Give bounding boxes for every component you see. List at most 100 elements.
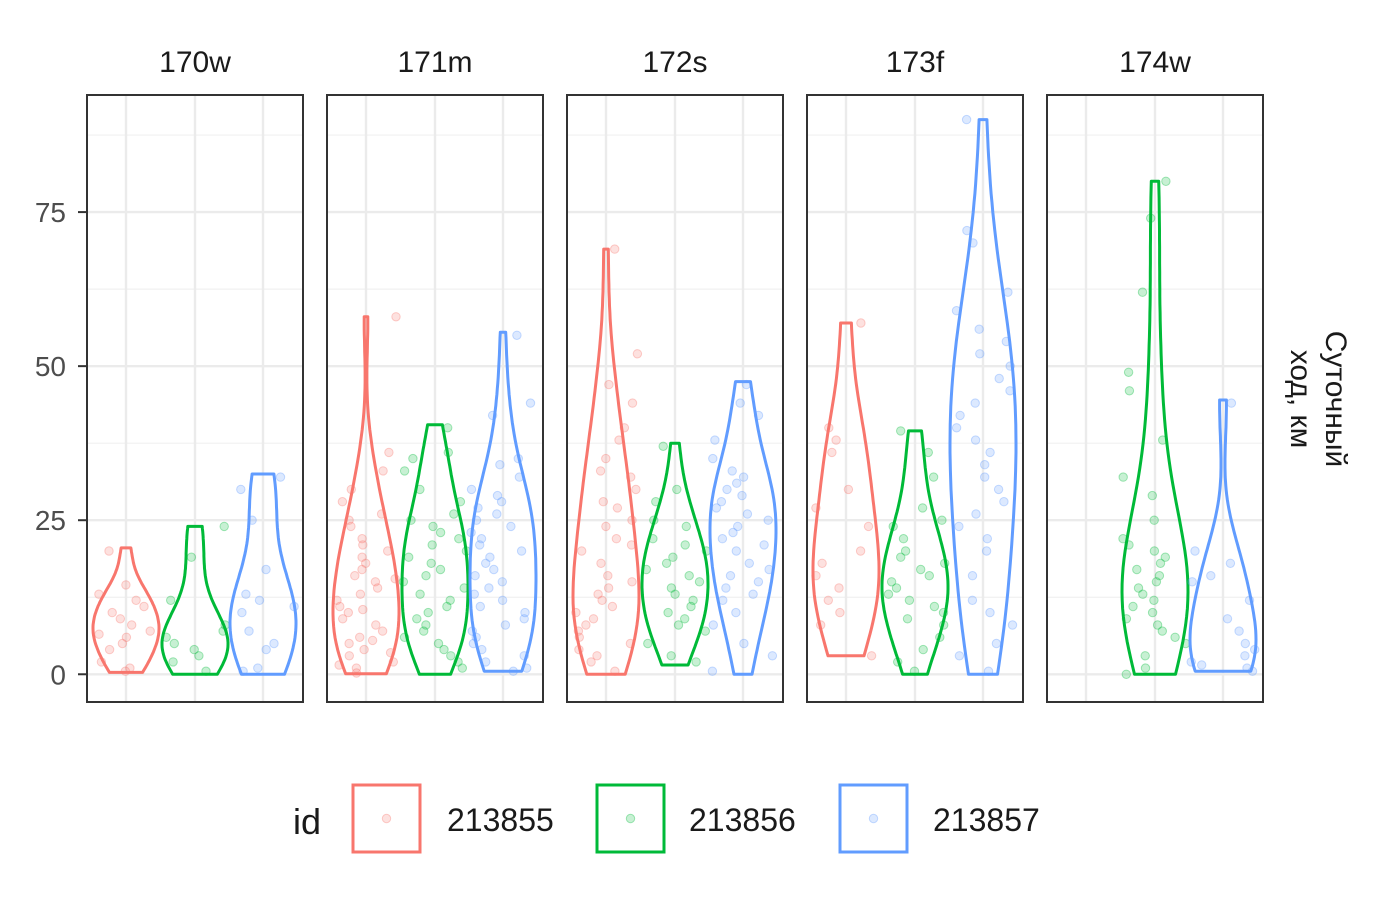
data-point — [1132, 564, 1142, 575]
series-213855-173f — [811, 318, 881, 661]
legend-item-213855: 213855 — [351, 783, 554, 854]
data-point — [1152, 620, 1163, 630]
data-point — [831, 435, 841, 445]
data-point — [666, 583, 677, 593]
panel-border — [1046, 94, 1264, 703]
violin-213857 — [228, 472, 298, 676]
data-point — [485, 552, 495, 562]
data-point — [442, 601, 452, 612]
data-point — [1187, 577, 1197, 587]
legend: id 213855 213856 213857 — [293, 783, 1040, 854]
data-point — [497, 577, 507, 587]
data-point — [367, 635, 378, 646]
data-point — [896, 426, 906, 436]
data-point — [338, 614, 348, 624]
data-point — [883, 589, 894, 599]
data-point — [970, 398, 980, 408]
data-point — [497, 595, 508, 605]
data-point — [581, 620, 591, 630]
data-point — [643, 638, 653, 649]
data-point — [717, 534, 728, 544]
data-point — [598, 497, 608, 507]
data-point — [974, 324, 984, 334]
data-point — [1123, 367, 1134, 377]
data-point — [189, 644, 199, 655]
data-point — [588, 614, 599, 624]
data-point — [586, 657, 596, 667]
data-point — [684, 571, 694, 581]
data-point — [121, 632, 132, 642]
data-point — [489, 564, 499, 575]
data-point — [632, 349, 643, 359]
data-point — [516, 546, 527, 556]
data-point — [219, 521, 229, 532]
data-point — [727, 466, 737, 476]
data-point — [1007, 620, 1018, 630]
violin-213855 — [331, 315, 401, 676]
data-point — [412, 614, 422, 624]
data-point — [384, 447, 394, 458]
data-point — [1234, 626, 1244, 636]
data-point — [1155, 558, 1166, 568]
data-point — [985, 447, 995, 458]
data-point — [359, 644, 369, 655]
data-point — [735, 398, 745, 408]
data-point — [357, 564, 367, 575]
data-point — [924, 571, 934, 581]
data-point — [708, 620, 718, 630]
data-point — [166, 595, 176, 605]
data-point — [866, 651, 877, 661]
data-point — [663, 607, 673, 618]
data-point — [357, 552, 367, 562]
series-213856-173f — [880, 426, 950, 676]
data-point — [680, 614, 690, 624]
data-point — [823, 595, 833, 605]
data-point — [253, 663, 263, 673]
data-point — [481, 558, 491, 568]
data-point — [708, 453, 718, 464]
series-213857-172s — [707, 379, 778, 676]
data-point — [237, 607, 247, 618]
data-point — [1121, 669, 1132, 679]
data-point — [975, 349, 985, 359]
y-tick-label-25: 25 — [35, 505, 66, 536]
data-point — [971, 509, 981, 519]
data-point — [673, 620, 684, 630]
data-point — [1190, 546, 1200, 556]
data-point — [863, 521, 874, 532]
data-point — [843, 484, 854, 495]
data-point — [427, 540, 437, 550]
data-point — [1140, 651, 1150, 661]
violin-213856 — [160, 524, 230, 676]
data-point — [937, 515, 947, 525]
data-point — [994, 373, 1004, 384]
series-213857-173f — [948, 114, 1018, 676]
data-point — [370, 577, 381, 587]
data-point — [982, 534, 992, 544]
data-point — [1133, 583, 1144, 593]
data-point — [343, 607, 353, 618]
data-point — [691, 657, 701, 667]
data-point — [601, 521, 611, 532]
data-point — [169, 638, 180, 649]
data-point — [428, 521, 438, 532]
y-tick-label-75: 75 — [35, 197, 66, 228]
data-point — [1128, 601, 1138, 612]
data-point — [115, 614, 126, 624]
data-point — [355, 632, 365, 642]
data-point — [470, 571, 480, 581]
data-point — [457, 663, 467, 673]
data-point — [917, 503, 928, 513]
data-point — [104, 644, 115, 655]
series-213856-171m — [398, 423, 472, 676]
data-point — [1147, 607, 1158, 618]
violin-213856 — [400, 423, 470, 676]
data-point — [896, 552, 906, 562]
data-point — [748, 589, 758, 599]
legend-key-box — [595, 783, 666, 854]
data-point — [999, 497, 1009, 507]
facet-title-170w: 170w — [159, 46, 231, 79]
data-point — [902, 614, 913, 624]
data-point — [492, 490, 503, 501]
data-point — [1170, 632, 1180, 642]
